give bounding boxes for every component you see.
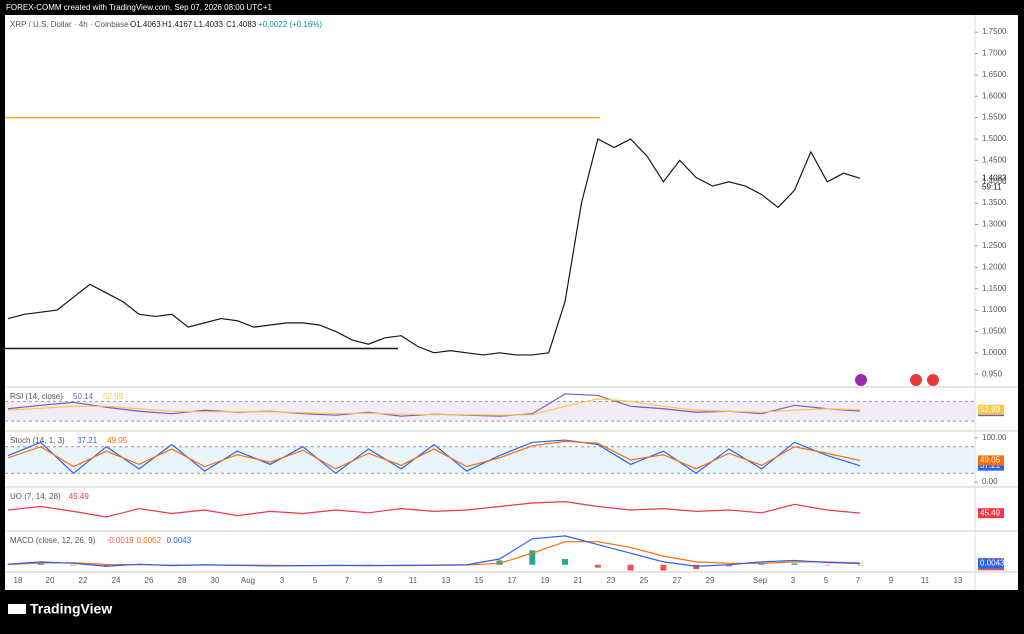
ohlc-open: O1.4063 bbox=[130, 20, 161, 29]
histogram-bar bbox=[824, 565, 830, 566]
legend-value: 49.05 bbox=[107, 436, 128, 445]
x-tick-label: 11 bbox=[409, 576, 418, 585]
y-tick-label: 1.5000 bbox=[982, 134, 1007, 143]
last-value-label: 45.49 bbox=[980, 508, 1001, 517]
y-tick-label: 1.7500 bbox=[982, 27, 1007, 36]
legend-value: 50.14 bbox=[73, 392, 94, 401]
x-tick-label: 9 bbox=[378, 576, 383, 585]
pane-title: RSI (14, close) bbox=[10, 392, 63, 401]
legend-value: 0.0062 bbox=[137, 536, 162, 545]
countdown: 59:11 bbox=[982, 182, 1002, 191]
x-tick-label: 18 bbox=[14, 576, 23, 585]
y-tick-label: 1.7000 bbox=[982, 49, 1007, 58]
y-tick-label: 1.6500 bbox=[982, 70, 1007, 79]
x-tick-label: 19 bbox=[541, 576, 550, 585]
x-tick-label: 5 bbox=[313, 576, 318, 585]
x-tick-label: 3 bbox=[280, 576, 285, 585]
symbol: XRP / U.S. Dollar · 4h · Coinbase bbox=[10, 20, 129, 29]
last-value-label: 49.05 bbox=[980, 456, 1001, 465]
x-tick-label: 7 bbox=[856, 576, 861, 585]
y-tick-label: 1.4500 bbox=[982, 155, 1007, 164]
x-tick-label: 25 bbox=[640, 576, 649, 585]
pane-title: UO (7, 14, 28) bbox=[10, 492, 61, 501]
histogram-bar bbox=[562, 559, 568, 565]
x-tick-label: 3 bbox=[791, 576, 796, 585]
logo bbox=[8, 604, 26, 614]
histogram-bar bbox=[595, 565, 601, 568]
y-tick-label: 1.3000 bbox=[982, 220, 1007, 229]
y-tick-label: 1.1000 bbox=[982, 305, 1007, 314]
y-tick-label: 1.2500 bbox=[982, 241, 1007, 250]
x-tick-label: Sep bbox=[753, 576, 768, 585]
y-tick-label: 1.1500 bbox=[982, 284, 1007, 293]
y-tick-label: 1.0500 bbox=[982, 327, 1007, 336]
legend-value: 0.0043 bbox=[167, 536, 192, 545]
last-price: 1.4083 bbox=[982, 173, 1007, 182]
legend-value: 45.49 bbox=[69, 492, 90, 501]
x-tick-label: 13 bbox=[442, 576, 451, 585]
x-tick-label: 17 bbox=[508, 576, 517, 585]
x-tick-label: 7 bbox=[345, 576, 350, 585]
x-tick-label: 5 bbox=[824, 576, 829, 585]
chart-panel bbox=[5, 15, 1018, 590]
ohlc-low: L1.4033 bbox=[194, 20, 223, 29]
y-tick-label: 1.0000 bbox=[982, 348, 1007, 357]
histogram-bar bbox=[660, 565, 666, 571]
x-tick-label: 20 bbox=[46, 576, 55, 585]
brand: TradingView bbox=[30, 601, 112, 617]
histogram-bar bbox=[628, 565, 634, 571]
y-tick-label: 100.00 bbox=[982, 433, 1007, 442]
x-tick-label: 28 bbox=[178, 576, 187, 585]
x-tick-label: 11 bbox=[921, 576, 930, 585]
ohlc-close: C1.4083 bbox=[226, 20, 257, 29]
pane-title: MACD (close, 12, 26, 9) bbox=[10, 536, 96, 545]
ohlc-change: +0.0022 (+0.16%) bbox=[258, 20, 322, 29]
attribution: FOREX-COMM created with TradingView.com,… bbox=[6, 3, 273, 12]
y-tick-label: 0.950 bbox=[982, 369, 1003, 378]
legend-value: 37.21 bbox=[77, 436, 98, 445]
y-tick-label: 1.5500 bbox=[982, 113, 1007, 122]
y-tick-label: 1.3500 bbox=[982, 198, 1007, 207]
y-tick-label: 1.6000 bbox=[982, 91, 1007, 100]
x-tick-label: 15 bbox=[475, 576, 484, 585]
histogram-bar bbox=[857, 565, 863, 566]
legend-value: 52.99 bbox=[103, 392, 124, 401]
y-tick-label: 0.00 bbox=[982, 477, 998, 486]
x-tick-label: 13 bbox=[954, 576, 963, 585]
y-tick-label: 1.2000 bbox=[982, 262, 1007, 271]
legend-value: -0.0019 bbox=[107, 536, 135, 545]
x-tick-label: 29 bbox=[706, 576, 715, 585]
x-tick-label: 26 bbox=[145, 576, 154, 585]
histogram-bar bbox=[71, 565, 77, 566]
last-value-label: 0.0043 bbox=[980, 559, 1005, 568]
histogram-bar bbox=[38, 564, 44, 565]
band bbox=[5, 401, 975, 421]
x-tick-label: 9 bbox=[889, 576, 894, 585]
last-value-label: 52.99 bbox=[980, 405, 1001, 414]
x-tick-label: Aug bbox=[241, 576, 255, 585]
x-tick-label: 27 bbox=[673, 576, 682, 585]
x-tick-label: 21 bbox=[574, 576, 583, 585]
x-tick-label: 30 bbox=[211, 576, 220, 585]
x-tick-label: 23 bbox=[607, 576, 616, 585]
x-tick-label: 24 bbox=[112, 576, 121, 585]
x-tick-label: 22 bbox=[79, 576, 88, 585]
ohlc-high: H1.4167 bbox=[162, 20, 193, 29]
histogram-bar bbox=[791, 563, 797, 564]
